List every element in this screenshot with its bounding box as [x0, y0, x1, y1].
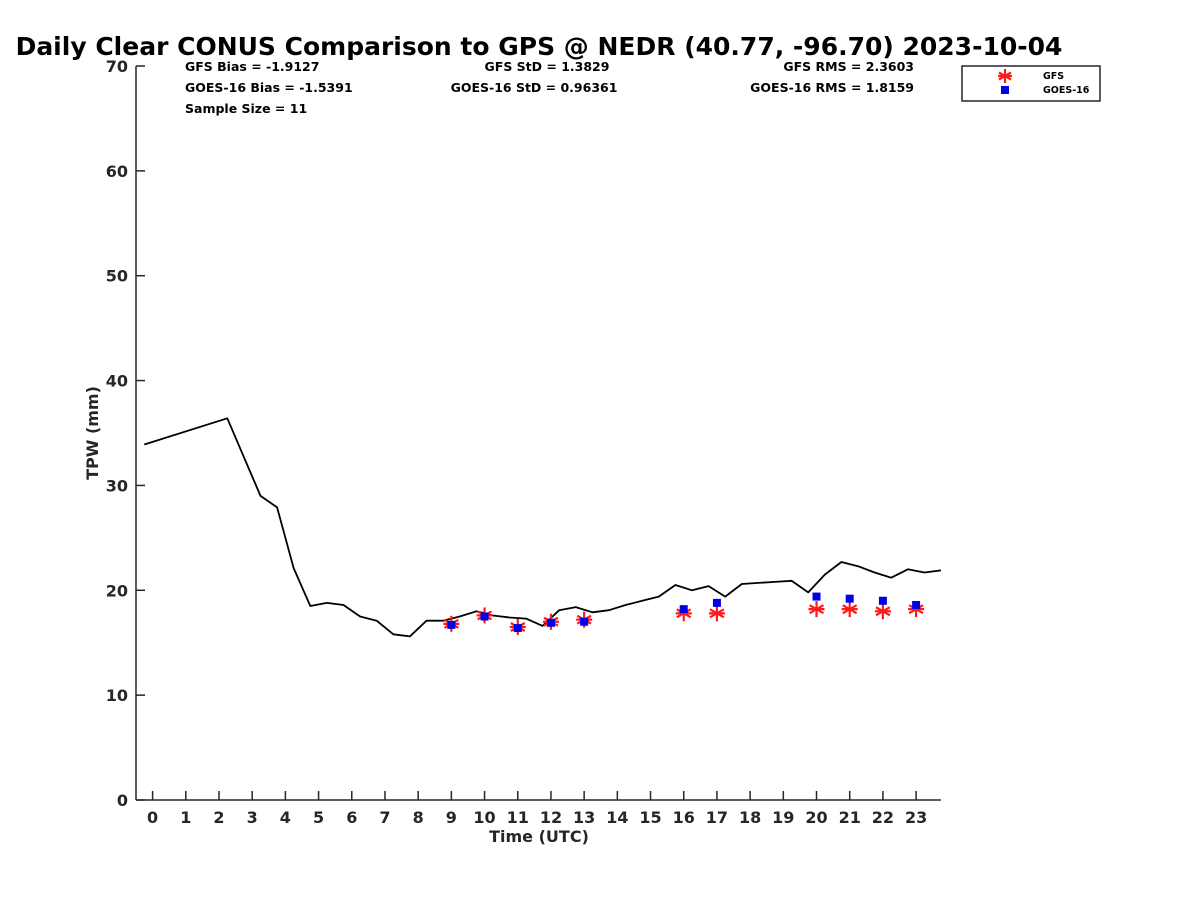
x-tick-label: 0 — [147, 808, 158, 827]
gfs-point — [874, 603, 891, 620]
x-tick-label: 21 — [839, 808, 861, 827]
goes-point — [546, 618, 555, 627]
gfs-point — [708, 605, 725, 622]
x-tick-label: 19 — [772, 808, 794, 827]
gfs-std-stat: GFS StD = 1.3829 — [485, 59, 610, 74]
x-tick-label: 15 — [639, 808, 661, 827]
y-tick-label: 30 — [106, 476, 128, 495]
goes-rms-stat: GOES-16 RMS = 1.8159 — [750, 80, 914, 95]
legend-box — [961, 65, 1101, 102]
x-tick-label: 18 — [739, 808, 761, 827]
legend: GFS GOES-16 — [961, 65, 1101, 102]
goes-point — [513, 624, 522, 633]
goes-bias-stat: GOES-16 Bias = -1.5391 — [185, 80, 353, 95]
y-tick-label: 10 — [106, 686, 128, 705]
goes-point — [580, 617, 589, 626]
x-tick-label: 3 — [247, 808, 258, 827]
x-tick-label: 12 — [540, 808, 562, 827]
y-tick-label: 20 — [106, 581, 128, 600]
goes-point — [845, 594, 854, 603]
x-tick-label: 14 — [606, 808, 628, 827]
x-tick-label: 7 — [379, 808, 390, 827]
x-tick-label: 11 — [507, 808, 529, 827]
legend-goes-square — [1001, 86, 1009, 94]
sample-size-stat: Sample Size = 11 — [185, 101, 307, 116]
goes-point — [447, 620, 456, 629]
plot-area — [144, 417, 942, 638]
gfs-bias-stat: GFS Bias = -1.9127 — [185, 59, 319, 74]
x-tick-label: 6 — [346, 808, 357, 827]
x-tick-label: 20 — [805, 808, 827, 827]
gfs-point — [808, 601, 825, 618]
y-tick-label: 0 — [117, 791, 128, 810]
goes-point — [912, 600, 921, 609]
x-tick-label: 13 — [573, 808, 595, 827]
x-tick-label: 4 — [280, 808, 291, 827]
legend-goes-label: GOES-16 — [1043, 85, 1090, 96]
x-tick-label: 10 — [473, 808, 495, 827]
y-tick-label: 40 — [106, 372, 128, 391]
gfs-point — [841, 601, 858, 618]
x-axis-label: Time (UTC) — [489, 827, 589, 846]
y-ticks: 0 10 20 30 40 50 60 70 — [106, 57, 145, 810]
goes-point — [480, 612, 489, 621]
y-axis-label: TPW (mm) — [83, 386, 102, 480]
gps-series-line — [144, 417, 942, 638]
x-tick-label: 9 — [446, 808, 457, 827]
x-tick-label: 1 — [180, 808, 191, 827]
legend-gfs-marker — [998, 69, 1012, 83]
y-tick-label: 60 — [106, 162, 128, 181]
x-tick-label: 2 — [213, 808, 224, 827]
x-ticks: 0 1 2 3 4 5 6 7 8 9 10 11 12 13 14 15 16 17 18 19 20 21 22 23 — [147, 791, 927, 827]
x-tick-label: 23 — [905, 808, 927, 827]
gfs-rms-stat: GFS RMS = 2.3603 — [783, 59, 914, 74]
legend-gfs-asterisk — [998, 69, 1012, 83]
stats-panel: GFS Bias = -1.9127 GFS StD = 1.3829 GFS … — [185, 59, 914, 116]
legend-goes-marker — [1001, 86, 1009, 94]
y-tick-label: 70 — [106, 57, 128, 76]
x-tick-label: 17 — [706, 808, 728, 827]
legend-gfs-label: GFS — [1043, 71, 1064, 82]
goes-point — [712, 598, 721, 607]
goes-std-stat: GOES-16 StD = 0.96361 — [451, 80, 618, 95]
x-tick-label: 5 — [313, 808, 324, 827]
chart-title: Daily Clear CONUS Comparison to GPS @ NE… — [16, 32, 1063, 61]
x-tick-label: 22 — [872, 808, 894, 827]
x-tick-label: 8 — [413, 808, 424, 827]
goes-point — [679, 605, 688, 614]
goes-point — [878, 596, 887, 605]
x-tick-label: 16 — [673, 808, 695, 827]
y-tick-label: 50 — [106, 267, 128, 286]
goes-point — [812, 592, 821, 601]
